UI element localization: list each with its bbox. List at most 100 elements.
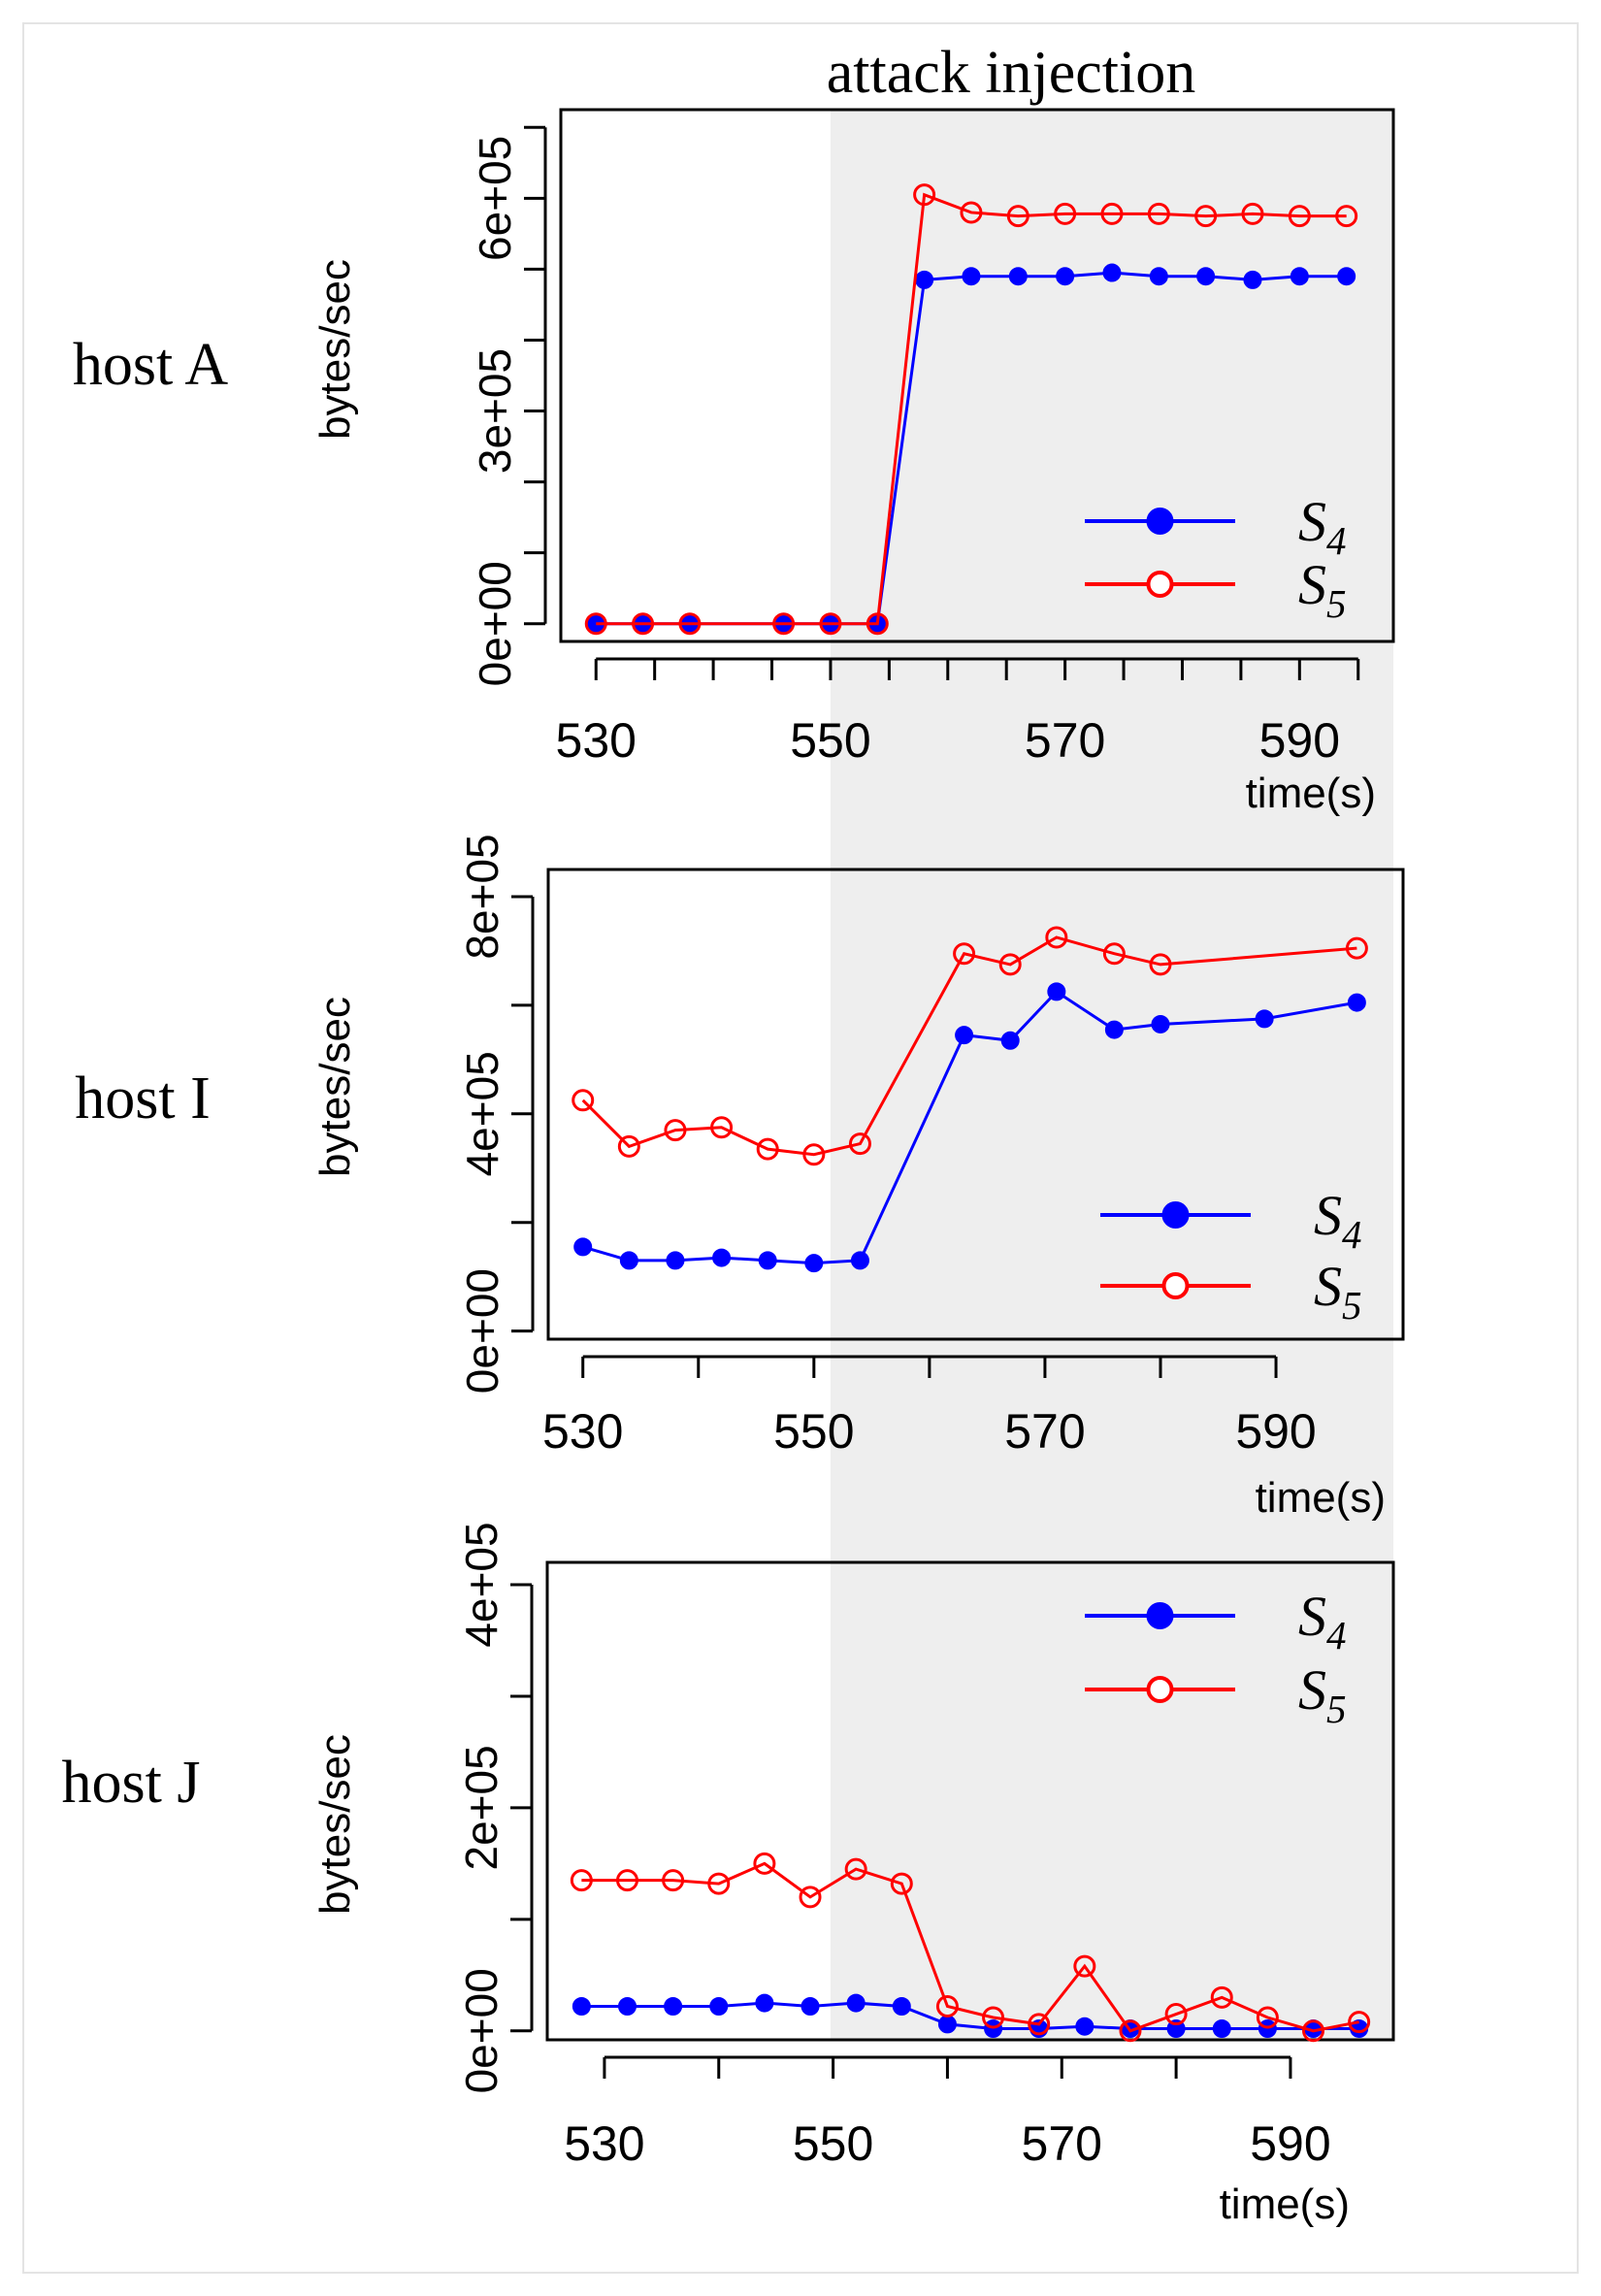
data-point-s4 <box>1337 267 1356 286</box>
x-axis-label: time(s) <box>1220 2181 1350 2228</box>
data-point-s5 <box>998 953 1022 976</box>
data-point-s5 <box>890 1872 913 1895</box>
y-tick-label: 0e+00 <box>457 1268 507 1394</box>
data-point-s4 <box>1008 267 1028 286</box>
data-point-s4 <box>712 1248 732 1267</box>
legend-marker-s4 <box>1146 508 1174 535</box>
data-point-s4 <box>1000 1031 1020 1050</box>
data-point-s5 <box>1054 202 1077 225</box>
data-point-s5 <box>1241 202 1264 225</box>
data-point-s4 <box>804 1254 824 1273</box>
data-point-s4 <box>955 1026 974 1045</box>
data-point-s4 <box>1243 270 1262 289</box>
data-point-s4 <box>1104 1020 1124 1039</box>
x-tick-label: 530 <box>556 713 637 768</box>
data-point-s4 <box>1151 1014 1170 1033</box>
data-point-s5 <box>664 1119 687 1142</box>
data-point-s4 <box>666 1251 685 1270</box>
data-point-s4 <box>937 2015 957 2034</box>
plot-frame <box>559 108 1395 643</box>
data-point-s4 <box>573 1237 593 1257</box>
host-label: host I <box>75 1066 211 1132</box>
data-point-s5 <box>802 1143 826 1166</box>
data-point-s4 <box>572 1997 591 2017</box>
panel-host-j: host J bytes/sec 0e+00 2e+05 4e+05 530 550 570 5… <box>62 1522 1395 2228</box>
data-point-s5 <box>572 1089 595 1112</box>
legend-marker-s4 <box>1161 1201 1190 1229</box>
x-tick-label: 590 <box>1259 713 1340 768</box>
data-point-s5 <box>753 1852 776 1875</box>
x-tick-label: 570 <box>1004 1404 1085 1459</box>
data-point-s4 <box>915 270 934 289</box>
attack-shade <box>830 110 1393 2040</box>
data-point-s5 <box>678 612 702 636</box>
legend-marker-s5 <box>1146 571 1174 598</box>
x-tick-label: 570 <box>1025 713 1105 768</box>
data-point-s5 <box>772 612 796 636</box>
data-point-s5 <box>1045 926 1068 949</box>
data-point-s5 <box>1119 2019 1142 2043</box>
data-point-s5 <box>799 1886 822 1909</box>
data-point-s5 <box>756 1137 779 1161</box>
data-point-s5 <box>615 1869 638 1892</box>
data-point-s5 <box>1147 202 1170 225</box>
data-point-s5 <box>1288 205 1311 228</box>
x-axis-label: time(s) <box>1256 1474 1386 1522</box>
y-tick-label: 4e+05 <box>456 1522 506 1647</box>
data-point-s4 <box>1102 263 1122 282</box>
y-axis-label: bytes/sec <box>311 997 359 1177</box>
data-point-s4 <box>1166 2019 1186 2039</box>
y-tick-label: 8e+05 <box>457 834 507 959</box>
data-point-s5 <box>1256 2006 1279 2029</box>
data-point-s5 <box>1006 205 1029 228</box>
data-point-s4 <box>846 1993 866 2013</box>
data-point-s5 <box>570 1869 593 1892</box>
plot-frame <box>545 1560 1395 2042</box>
data-point-s5 <box>848 1132 871 1156</box>
data-point-s4 <box>709 1997 729 2017</box>
panel-host-a: host A bytes/sec 0e+00 3e+05 6e+05 530 550 570 5… <box>73 108 1395 817</box>
data-point-s5 <box>1335 205 1358 228</box>
data-point-s5 <box>710 1116 734 1139</box>
data-point-s5 <box>1102 942 1126 966</box>
data-point-s5 <box>632 612 655 636</box>
legend-marker-s4 <box>1146 1602 1174 1629</box>
data-point-s4 <box>850 1251 869 1270</box>
data-point-s5 <box>707 1872 731 1895</box>
data-point-s5 <box>935 1995 959 2018</box>
data-point-s5 <box>844 1857 867 1881</box>
x-tick-label: 550 <box>773 1404 854 1459</box>
data-point-s4 <box>664 1997 683 2017</box>
data-point-s4 <box>755 1993 774 2013</box>
data-point-s4 <box>1347 993 1366 1012</box>
y-tick-label: 2e+05 <box>456 1745 506 1870</box>
data-point-s4 <box>1212 2019 1231 2039</box>
data-point-s5 <box>819 612 842 636</box>
x-tick-label: 550 <box>790 713 870 768</box>
data-point-s5 <box>913 183 936 207</box>
y-tick-label: 6e+05 <box>470 136 520 261</box>
series-line-s5 <box>581 935 1357 1157</box>
data-point-s4 <box>800 1997 820 2017</box>
series-line-s5 <box>596 192 1347 626</box>
legend-subscript: 4 <box>1342 1212 1362 1257</box>
data-point-s5 <box>1100 202 1124 225</box>
y-tick-label: 0e+00 <box>470 561 520 686</box>
y-tick-label: 0e+00 <box>456 1968 506 2093</box>
legend-subscript: 4 <box>1326 1613 1347 1657</box>
legend-subscript: 5 <box>1326 581 1347 626</box>
y-axis-label: bytes/sec <box>311 1734 359 1915</box>
data-point-s4 <box>758 1251 777 1270</box>
data-point-s5 <box>584 612 607 636</box>
legend-subscript: 5 <box>1326 1687 1347 1731</box>
y-axis-label: bytes/sec <box>311 259 359 440</box>
x-tick-label: 530 <box>564 2116 644 2171</box>
x-tick-label: 570 <box>1022 2116 1102 2171</box>
data-point-s5 <box>1194 205 1218 228</box>
data-point-s4 <box>1196 267 1216 286</box>
y-tick-label: 4e+05 <box>457 1051 507 1176</box>
data-point-s5 <box>1348 2011 1371 2034</box>
legend-marker-s5 <box>1161 1272 1190 1299</box>
data-point-s5 <box>1028 2013 1051 2036</box>
x-tick-label: 550 <box>793 2116 873 2171</box>
